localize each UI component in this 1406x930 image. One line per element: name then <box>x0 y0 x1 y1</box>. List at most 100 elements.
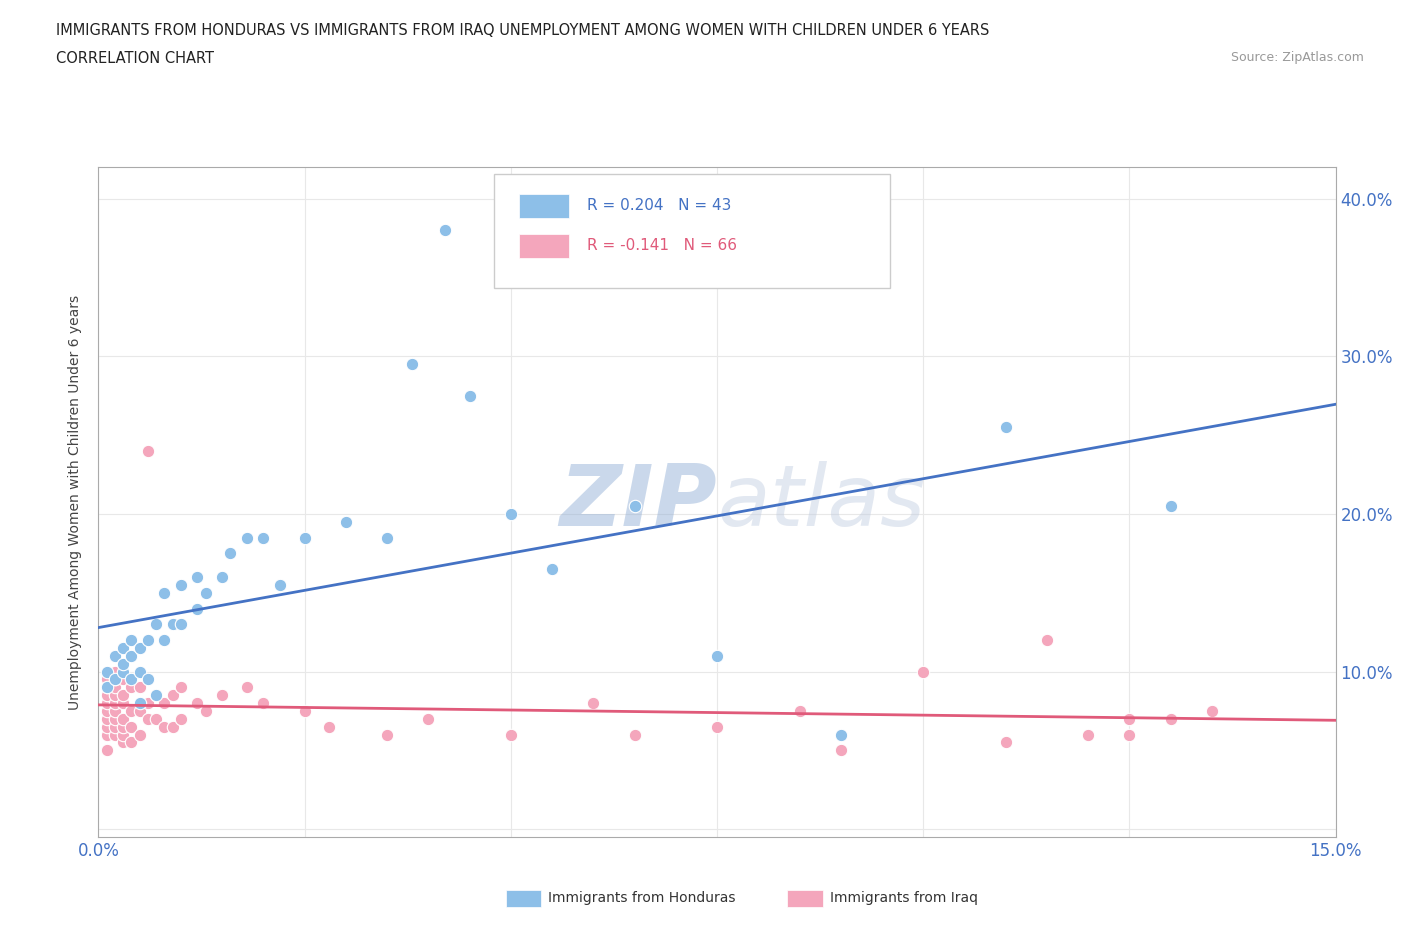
Point <box>96 680 118 695</box>
Point <box>112 641 135 656</box>
Point <box>96 672 118 687</box>
Point <box>194 585 217 600</box>
Point <box>623 727 645 742</box>
Point <box>211 688 233 703</box>
Bar <box>519 194 568 218</box>
Y-axis label: Unemployment Among Women with Children Under 6 years: Unemployment Among Women with Children U… <box>69 295 83 710</box>
Point <box>335 514 357 529</box>
Text: Source: ZipAtlas.com: Source: ZipAtlas.com <box>1230 51 1364 64</box>
Point <box>104 727 127 742</box>
Bar <box>519 234 568 258</box>
Point <box>104 672 127 687</box>
Text: atlas: atlas <box>717 460 925 544</box>
Point <box>375 530 398 545</box>
Point <box>499 507 522 522</box>
Point <box>128 696 150 711</box>
Point <box>136 444 159 458</box>
Point <box>433 223 456 238</box>
Point <box>104 664 127 679</box>
Point <box>128 680 150 695</box>
Point <box>170 617 193 631</box>
Point <box>96 688 118 703</box>
Point <box>128 641 150 656</box>
Point <box>186 601 208 616</box>
Point <box>145 711 167 726</box>
Point <box>112 672 135 687</box>
Point <box>194 703 217 718</box>
Point <box>104 711 127 726</box>
Point <box>294 530 316 545</box>
Point <box>458 389 481 404</box>
Point <box>120 632 142 647</box>
Point <box>136 672 159 687</box>
Point <box>96 727 118 742</box>
Point <box>294 703 316 718</box>
Point <box>1201 703 1223 718</box>
Point <box>145 617 167 631</box>
Point <box>120 648 142 663</box>
Point <box>112 727 135 742</box>
Point <box>112 696 135 711</box>
Point <box>236 530 259 545</box>
Point <box>112 711 135 726</box>
Point <box>96 696 118 711</box>
Point <box>112 688 135 703</box>
Point <box>318 719 340 734</box>
Point <box>582 696 605 711</box>
Point <box>104 703 127 718</box>
Text: Immigrants from Iraq: Immigrants from Iraq <box>830 891 977 906</box>
Point <box>145 688 167 703</box>
Point <box>104 672 127 687</box>
Point <box>112 735 135 750</box>
Point <box>789 703 811 718</box>
Point <box>219 546 242 561</box>
Point <box>104 648 127 663</box>
Point <box>136 632 159 647</box>
Point <box>375 727 398 742</box>
Point <box>128 703 150 718</box>
Point <box>623 498 645 513</box>
Point <box>112 657 135 671</box>
Point <box>153 585 176 600</box>
Point <box>104 688 127 703</box>
Point <box>104 719 127 734</box>
Point <box>1118 727 1140 742</box>
Point <box>830 727 852 742</box>
Point <box>1077 727 1099 742</box>
Point <box>104 696 127 711</box>
Point <box>96 703 118 718</box>
Point <box>1160 711 1182 726</box>
Point <box>401 357 423 372</box>
Text: R = 0.204   N = 43: R = 0.204 N = 43 <box>588 198 731 213</box>
Point <box>170 578 193 592</box>
Point <box>162 719 184 734</box>
Point <box>418 711 440 726</box>
Text: IMMIGRANTS FROM HONDURAS VS IMMIGRANTS FROM IRAQ UNEMPLOYMENT AMONG WOMEN WITH C: IMMIGRANTS FROM HONDURAS VS IMMIGRANTS F… <box>56 23 990 38</box>
Text: Immigrants from Honduras: Immigrants from Honduras <box>548 891 735 906</box>
Point <box>112 664 135 679</box>
Point <box>120 680 142 695</box>
Point <box>96 711 118 726</box>
Point <box>186 696 208 711</box>
Point <box>153 696 176 711</box>
Text: CORRELATION CHART: CORRELATION CHART <box>56 51 214 66</box>
Text: ZIP: ZIP <box>560 460 717 544</box>
Point <box>994 420 1017 435</box>
Point <box>541 562 564 577</box>
Point <box>211 569 233 584</box>
Point <box>162 617 184 631</box>
FancyBboxPatch shape <box>495 174 890 288</box>
Point <box>252 696 274 711</box>
Point <box>252 530 274 545</box>
Point <box>136 696 159 711</box>
Point <box>136 711 159 726</box>
Point <box>706 648 728 663</box>
Point <box>269 578 291 592</box>
Point <box>120 703 142 718</box>
Point <box>1118 711 1140 726</box>
Point <box>162 688 184 703</box>
Point <box>96 680 118 695</box>
Point <box>120 672 142 687</box>
Text: R = -0.141   N = 66: R = -0.141 N = 66 <box>588 238 737 253</box>
Point <box>128 727 150 742</box>
